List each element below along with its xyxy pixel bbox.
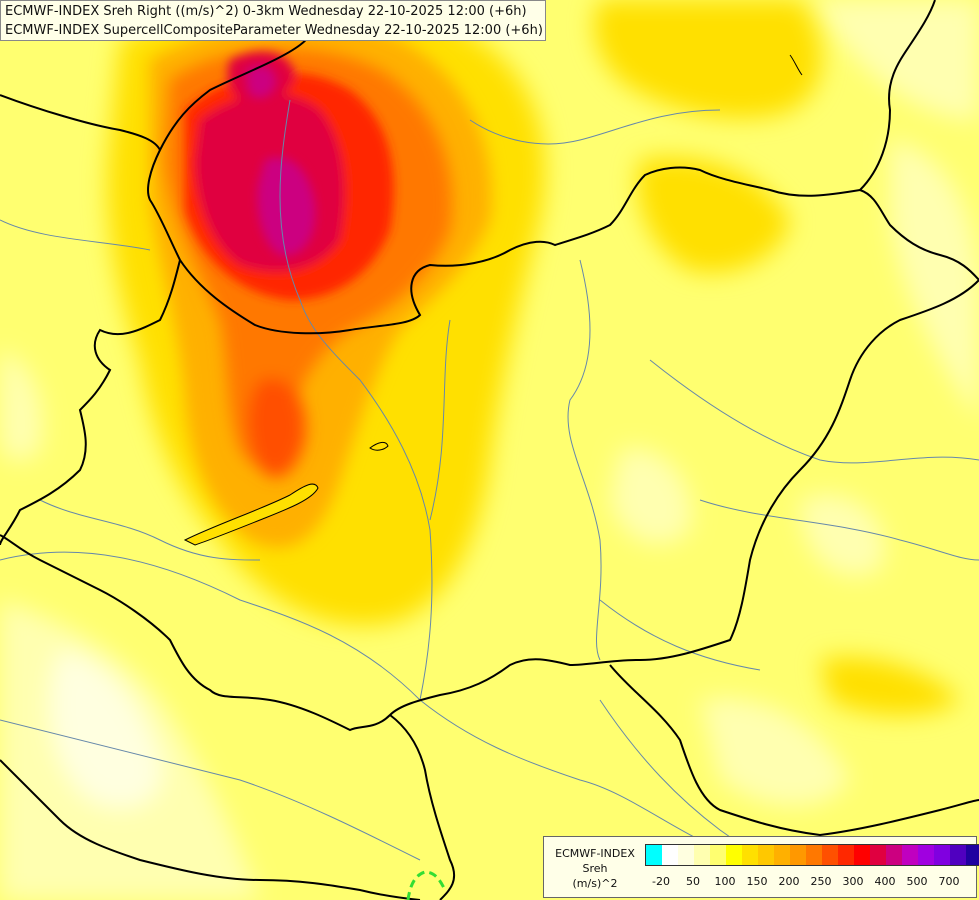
legend-colorbar — [645, 844, 979, 866]
legend-swatch — [774, 845, 790, 865]
legend-tick-label: 300 — [842, 875, 864, 888]
legend-swatch — [710, 845, 726, 865]
legend-swatch — [758, 845, 774, 865]
scp-contour — [406, 870, 447, 900]
legend-swatch — [854, 845, 870, 865]
legend-tick-label: 200 — [778, 875, 800, 888]
legend-swatch — [886, 845, 902, 865]
legend-swatch — [790, 845, 806, 865]
map-title-box: ECMWF-INDEX Sreh Right ((m/s)^2) 0-3km W… — [0, 0, 546, 41]
legend-swatch — [902, 845, 918, 865]
legend-swatch — [918, 845, 934, 865]
legend-swatch — [838, 845, 854, 865]
legend-tick-label: 500 — [906, 875, 928, 888]
legend-swatch — [742, 845, 758, 865]
legend-variable: Sreh — [582, 862, 608, 875]
legend-tick-label: -20 — [652, 875, 670, 888]
legend-tick-label: 150 — [746, 875, 768, 888]
legend-swatch — [870, 845, 886, 865]
title-line-sreh: ECMWF-INDEX Sreh Right ((m/s)^2) 0-3km W… — [5, 4, 527, 19]
legend-swatch — [662, 845, 678, 865]
legend-swatch — [966, 845, 979, 865]
legend-swatch — [806, 845, 822, 865]
legend-swatch — [646, 845, 662, 865]
small-lake — [369, 441, 389, 451]
legend-tick-label: 400 — [874, 875, 896, 888]
legend-tick-label: 250 — [810, 875, 832, 888]
legend-swatch — [678, 845, 694, 865]
lake-balaton — [183, 483, 319, 546]
legend-unit: (m/s)^2 — [572, 877, 618, 890]
legend-title: ECMWF-INDEX Sreh (m/s)^2 — [550, 846, 640, 891]
legend-swatch — [694, 845, 710, 865]
small-lake — [789, 54, 803, 76]
legend: ECMWF-INDEX Sreh (m/s)^2 -20 50 100 150 200 2… — [543, 836, 979, 898]
legend-swatch — [726, 845, 742, 865]
legend-source: ECMWF-INDEX — [555, 847, 635, 860]
legend-tick-label: 700 — [938, 875, 960, 888]
legend-tick-label: 100 — [714, 875, 736, 888]
title-line-scp: ECMWF-INDEX SupercellCompositeParameter … — [5, 23, 543, 38]
legend-swatch — [950, 845, 966, 865]
legend-tick-label: 50 — [686, 875, 700, 888]
legend-ticks: -20 50 100 150 200 250 300 400 500 700 — [645, 875, 969, 889]
legend-swatch — [934, 845, 950, 865]
field-magenta — [245, 65, 316, 256]
legend-swatch — [822, 845, 838, 865]
